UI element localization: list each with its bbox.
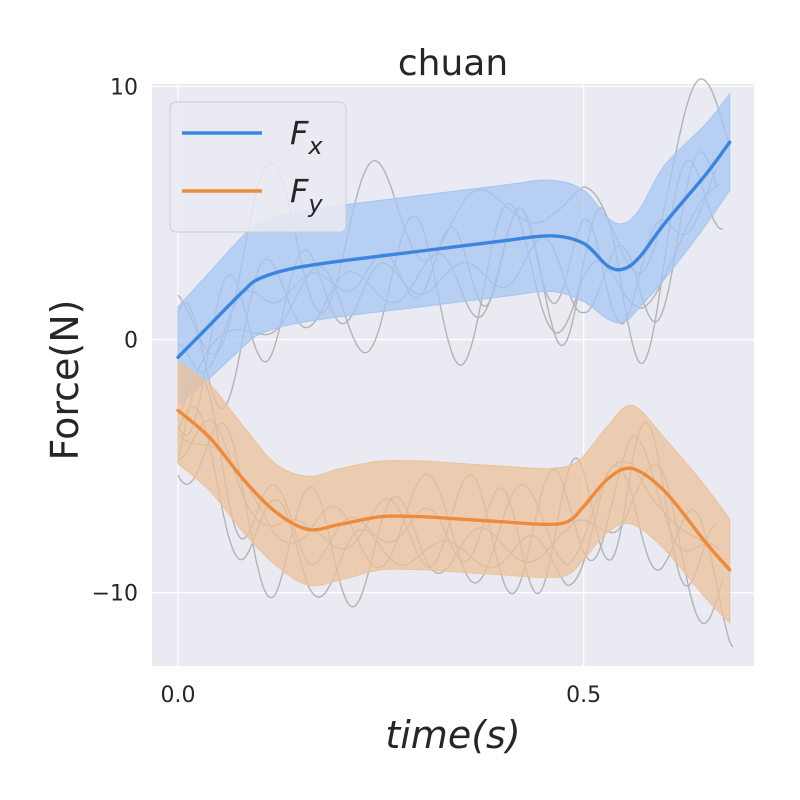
y-axis-label: Force(N) <box>43 300 87 461</box>
x-tick-label-0: 0.0 <box>160 683 195 708</box>
y-tick-label-0: 10 <box>110 76 138 101</box>
mean-lines <box>176 140 732 572</box>
x-tick-label-1: 0.5 <box>566 683 601 708</box>
band-series-1 <box>177 361 731 625</box>
y-tick-label-2: −10 <box>92 582 138 607</box>
x-axis-label: time(s) <box>385 713 520 757</box>
legend-label-0: Fx <box>290 114 323 160</box>
y-tick-label-1: 0 <box>124 329 138 354</box>
mean-line-series-0 <box>176 140 732 359</box>
legend-label-1: Fy <box>290 172 323 218</box>
mean-line-series-1 <box>176 408 732 572</box>
legend: Fx Fy <box>169 101 347 233</box>
chart-title: chuan <box>398 43 508 84</box>
tick-labels: 0.0 0.5 10 0 −10 <box>92 76 602 708</box>
